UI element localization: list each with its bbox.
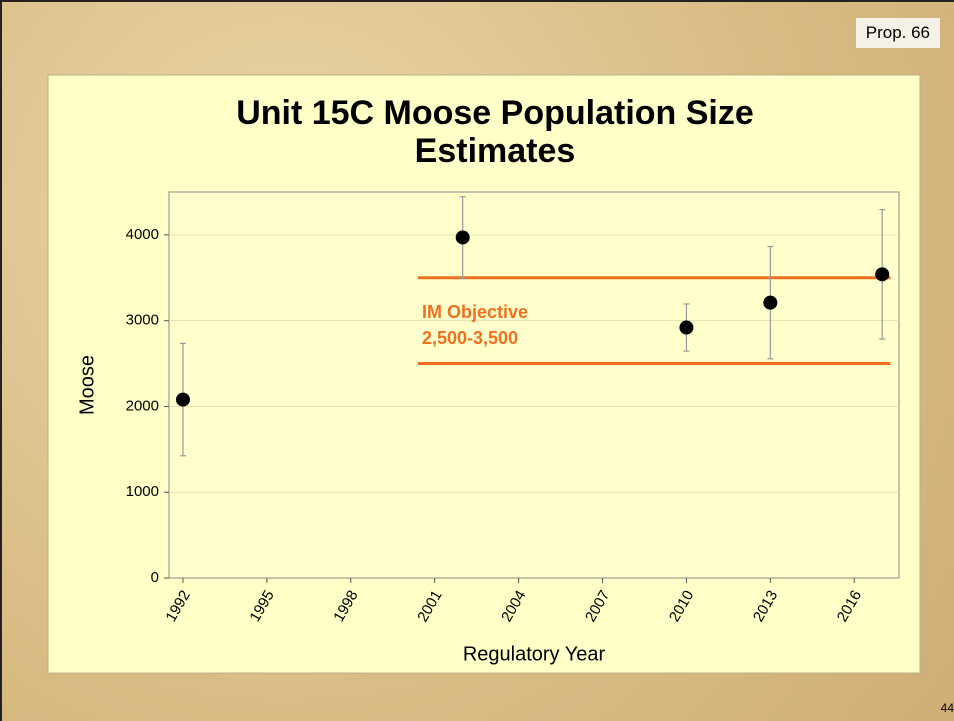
point <box>763 295 778 310</box>
chart-title: Unit 15C Moose Population Size Estimates <box>236 94 754 170</box>
y-axis-label: Moose <box>76 355 98 415</box>
point <box>875 267 890 282</box>
objective-label: 2,500-3,500 <box>422 328 518 348</box>
y-tick-label: 3000 <box>126 312 159 329</box>
y-tick-label: 4000 <box>126 226 159 243</box>
y-tick-label: 1000 <box>126 483 159 500</box>
x-axis-label: Regulatory Year <box>463 643 606 665</box>
objective-label: IM Objective <box>422 302 528 322</box>
proposal-badge: Prop. 66 <box>855 18 940 48</box>
point <box>679 320 694 335</box>
y-tick-label: 2000 <box>126 397 159 414</box>
plot-area <box>168 191 900 579</box>
point <box>175 392 190 407</box>
page-number: 44 <box>940 701 954 715</box>
y-tick-label: 0 <box>151 569 159 586</box>
point <box>455 230 470 245</box>
